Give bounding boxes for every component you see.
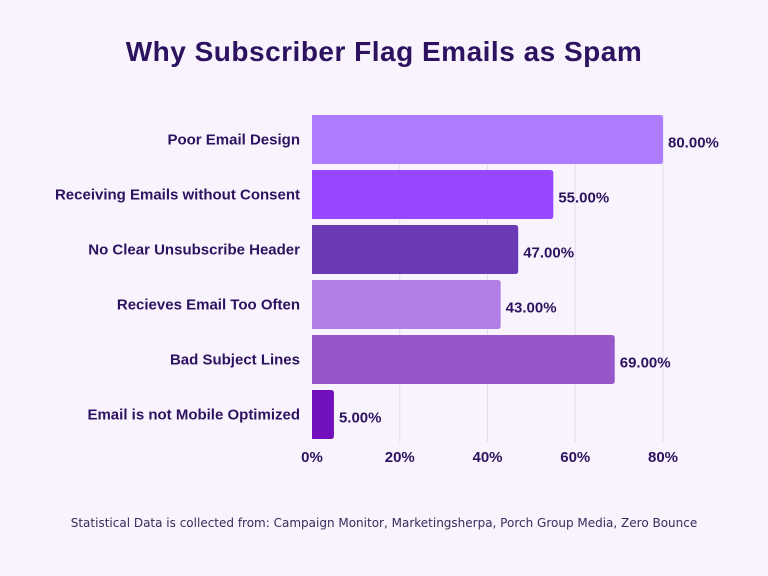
bar — [312, 335, 615, 384]
category-label: Recieves Email Too Often — [117, 297, 300, 314]
x-tick-label: 40% — [472, 449, 502, 466]
data-label: 5.00% — [339, 410, 382, 427]
source-footnote: Statistical Data is collected from: Camp… — [70, 516, 698, 530]
category-label: Bad Subject Lines — [170, 352, 300, 369]
data-label: 69.00% — [620, 355, 671, 372]
x-tick-label: 20% — [385, 449, 415, 466]
bar — [312, 225, 519, 274]
bar — [312, 390, 334, 439]
category-label: Receiving Emails without Consent — [55, 187, 300, 204]
data-label: 47.00% — [523, 245, 574, 262]
category-label: Poor Email Design — [167, 132, 300, 149]
bar — [312, 115, 663, 164]
bar — [312, 170, 554, 219]
bar — [312, 280, 501, 329]
category-label: Email is not Mobile Optimized — [87, 407, 300, 424]
data-label: 43.00% — [506, 300, 557, 317]
data-label: 55.00% — [558, 190, 609, 207]
x-tick-label: 80% — [648, 449, 678, 466]
chart-title: Why Subscriber Flag Emails as Spam — [125, 36, 643, 67]
x-tick-label: 60% — [560, 449, 590, 466]
x-tick-label: 0% — [301, 449, 323, 466]
category-label: No Clear Unsubscribe Header — [88, 242, 300, 259]
data-label: 80.00% — [668, 135, 719, 152]
